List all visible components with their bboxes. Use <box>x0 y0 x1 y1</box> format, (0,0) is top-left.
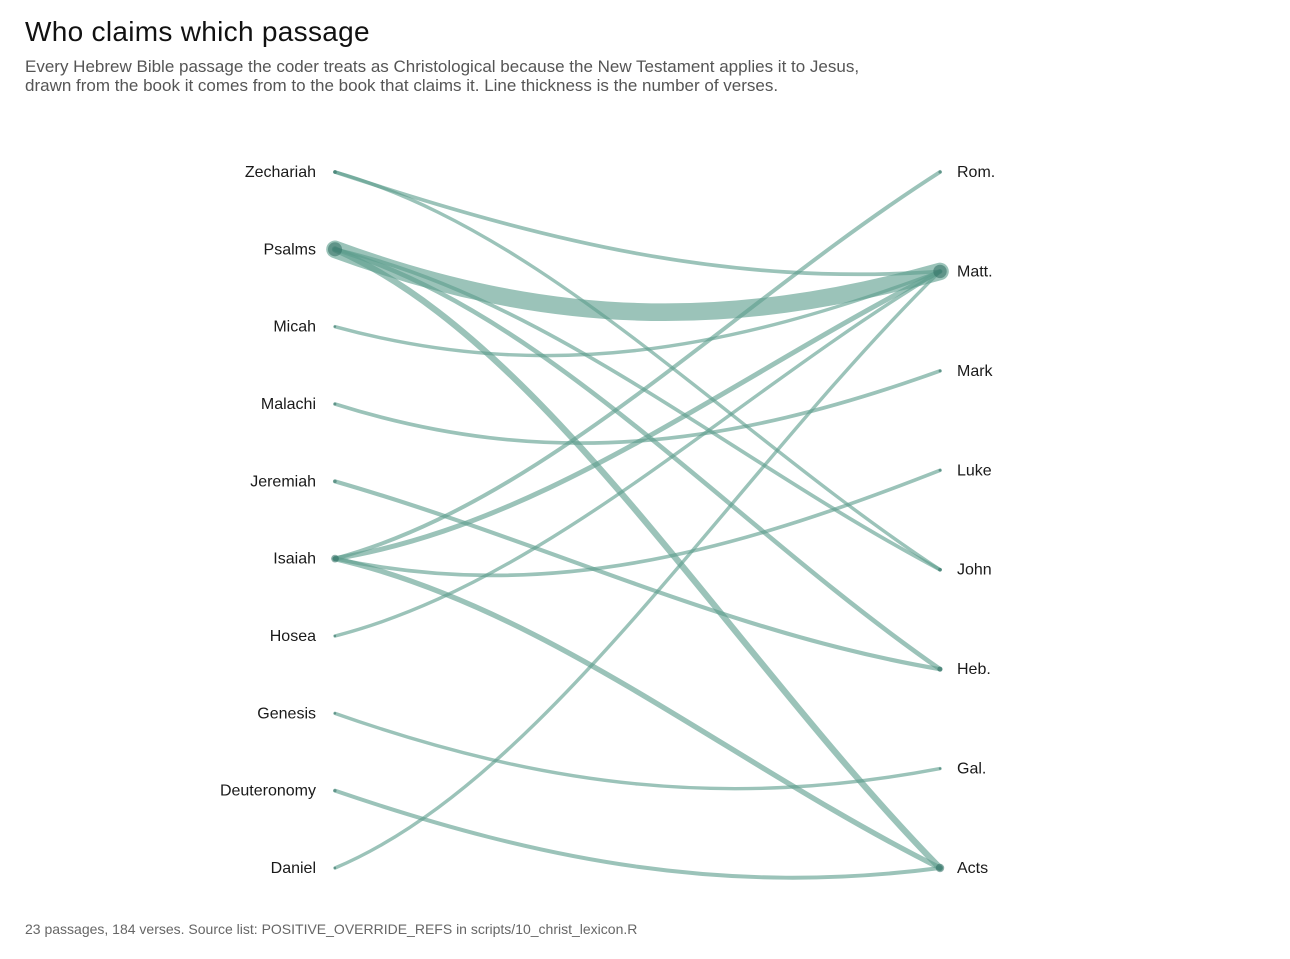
source-label-daniel: Daniel <box>271 860 316 877</box>
target-label-heb: Heb. <box>957 661 991 678</box>
link-micah-matt <box>333 269 942 358</box>
target-label-luke: Luke <box>957 462 992 479</box>
link-isaiah-acts <box>332 556 943 871</box>
source-node-zechariah <box>333 170 337 174</box>
target-label-john: John <box>957 562 992 579</box>
link-layer <box>326 170 949 880</box>
chart-subtitle: Every Hebrew Bible passage the coder tre… <box>25 57 860 95</box>
source-label-isaiah: Isaiah <box>273 551 316 568</box>
target-node-matt <box>933 264 947 279</box>
source-label-genesis: Genesis <box>257 705 316 722</box>
source-node-isaiah <box>331 554 339 563</box>
target-label-mark: Mark <box>957 363 994 380</box>
target-label-gal: Gal. <box>957 761 986 778</box>
link-zechariah-matt <box>333 170 942 277</box>
link-malachi-mark <box>333 369 942 445</box>
source-label-hosea: Hosea <box>270 628 316 645</box>
target-node-acts <box>935 863 945 873</box>
target-node-gal <box>938 767 942 770</box>
chart-caption: 23 passages, 184 verses. Source list: PO… <box>25 921 638 937</box>
label-layer: Zechariah Psalms Micah Malachi Jeremiah Isaia… <box>220 164 995 877</box>
target-node-rom <box>938 170 942 174</box>
source-label-malachi: Malachi <box>261 396 316 413</box>
target-label-matt: Matt. <box>957 263 993 280</box>
link-deuteronomy-acts <box>333 788 942 880</box>
source-label-deuteronomy: Deuteronomy <box>220 783 316 800</box>
target-node-mark <box>938 369 942 373</box>
source-node-deuteronomy <box>333 789 337 793</box>
source-label-micah: Micah <box>273 319 316 336</box>
target-node-john <box>938 567 942 572</box>
link-isaiah-luke <box>333 468 942 578</box>
source-node-malachi <box>333 402 337 406</box>
source-node-jeremiah <box>333 479 337 484</box>
source-label-psalms: Psalms <box>264 241 316 258</box>
source-node-daniel <box>333 866 337 870</box>
node-layer <box>327 170 947 873</box>
link-hosea-matt <box>333 269 942 638</box>
source-node-micah <box>333 325 337 328</box>
chart-title: Who claims which passage <box>25 16 370 47</box>
link-isaiah-rom <box>333 170 942 561</box>
link-isaiah-matt <box>332 268 943 562</box>
target-node-heb <box>937 666 943 672</box>
source-node-hosea <box>333 634 337 638</box>
link-psalms-acts <box>331 246 944 872</box>
link-psalms-matt <box>326 240 949 322</box>
link-jeremiah-heb <box>332 479 943 672</box>
target-node-luke <box>938 468 942 472</box>
source-node-genesis <box>333 712 337 715</box>
link-daniel-matt <box>333 269 942 870</box>
source-label-zechariah: Zechariah <box>245 164 316 181</box>
source-label-jeremiah: Jeremiah <box>250 473 316 490</box>
target-label-acts: Acts <box>957 860 988 877</box>
source-node-psalms <box>327 242 343 257</box>
target-label-rom: Rom. <box>957 164 995 181</box>
link-zechariah-john <box>333 170 942 572</box>
link-genesis-gal <box>333 711 942 791</box>
